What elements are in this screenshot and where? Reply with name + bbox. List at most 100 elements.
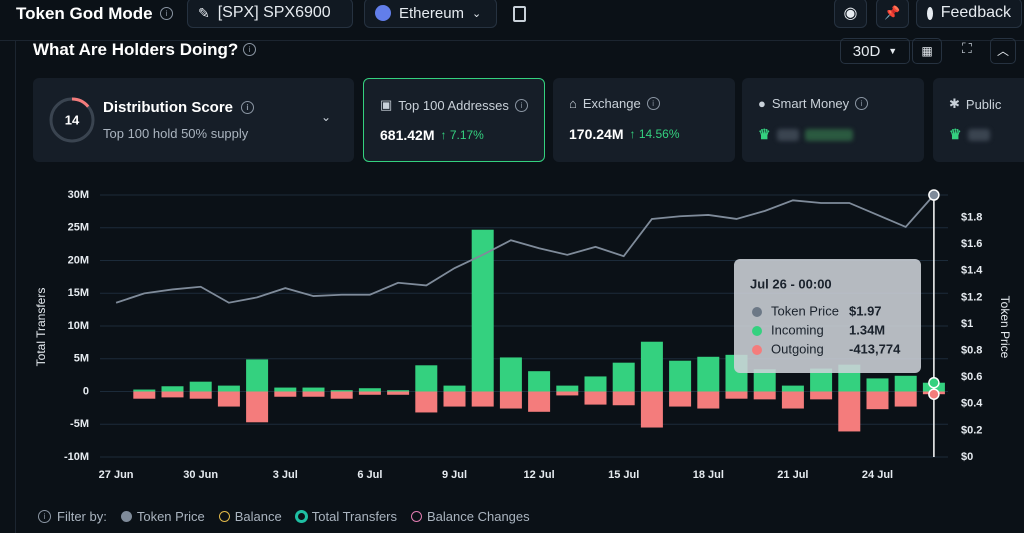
filter-item[interactable]: Token Price (120, 509, 205, 524)
card-title: Distribution Score (103, 99, 234, 116)
bar (358, 391, 381, 395)
filter-name: Token Price (136, 509, 205, 524)
bar (528, 391, 551, 412)
section-title: What Are Holders Doing? (33, 40, 239, 59)
panel-border (15, 41, 16, 533)
bar (810, 391, 833, 400)
expand-button[interactable]: ⛶ (962, 40, 972, 56)
tooltip-dot (752, 345, 762, 355)
bar (387, 391, 410, 395)
bar (246, 359, 269, 392)
bar (443, 391, 466, 407)
y-tick-label: 10M (68, 320, 89, 332)
bar (471, 229, 494, 392)
info-icon[interactable]: i (160, 7, 173, 20)
x-tick-label: 3 Jul (273, 469, 298, 481)
x-tick-label: 24 Jul (862, 469, 893, 481)
info-icon[interactable]: i (241, 101, 255, 114)
expand-chevron[interactable]: ⌄ (321, 110, 332, 124)
score-value: 14 (65, 112, 80, 127)
info-icon[interactable]: i (243, 43, 256, 56)
top100-card[interactable]: ▣ Top 100 Addresses i 681.42M ↑ 7.17% (363, 78, 545, 162)
bar (612, 362, 635, 392)
bar (866, 378, 889, 392)
filter-item[interactable]: Balance Changes (411, 509, 530, 524)
score-ring: 14 (49, 97, 95, 143)
tooltip-name: Token Price (771, 303, 839, 318)
y2-tick-label: $0.2 (961, 424, 982, 436)
info-icon[interactable]: i (646, 97, 660, 110)
bar (133, 391, 156, 399)
bar (669, 360, 692, 392)
filter-item[interactable]: Total Transfers (295, 509, 398, 524)
card-change: 14.56% (638, 127, 680, 141)
info-icon[interactable]: i (855, 97, 869, 110)
bar (274, 391, 297, 397)
bar (612, 391, 635, 406)
bar (697, 356, 720, 392)
card-value: 681.42M (380, 127, 435, 143)
bar (471, 391, 494, 407)
bar (274, 387, 297, 392)
chain-button[interactable]: Ethereum ⌄ (364, 0, 497, 28)
feedback-button[interactable]: Feedback (916, 0, 1022, 28)
info-icon[interactable]: i (38, 510, 51, 523)
y-tick-label: 5M (74, 353, 89, 365)
y2-axis-title: Token Price (998, 296, 1012, 359)
tooltip-dot (752, 326, 762, 336)
cursor-point (928, 376, 940, 389)
token-name: [SPX] SPX6900 (217, 4, 331, 21)
bar (556, 385, 579, 392)
public-card[interactable]: ✱ Public ♛ (933, 78, 1024, 162)
y2-tick-label: $1 (961, 318, 973, 330)
bar (894, 391, 917, 407)
period-select[interactable]: 30D ▼ (840, 38, 910, 64)
y-axis-title: Total Transfers (34, 288, 48, 367)
calendar-button[interactable]: ▦ (912, 38, 942, 64)
app-title: Token God Mode (16, 4, 153, 23)
distribution-card[interactable]: 14 Distribution Score i Top 100 hold 50% … (33, 78, 354, 162)
bar (753, 391, 776, 400)
x-tick-label: 15 Jul (608, 469, 639, 481)
bar (161, 391, 184, 398)
info-icon[interactable]: i (514, 98, 528, 112)
copy-icon[interactable] (513, 6, 526, 22)
bar (443, 385, 466, 392)
tooltip-name: Incoming (771, 322, 824, 337)
y-tick-label: -10M (64, 451, 89, 463)
bar (330, 390, 353, 392)
bar (528, 371, 551, 392)
score-arc (71, 97, 90, 108)
filter-name: Total Transfers (311, 509, 398, 524)
blurred-change (804, 128, 853, 141)
filter-item[interactable]: Balance (218, 509, 282, 524)
card-title: Top 100 Addresses (398, 97, 509, 113)
x-tick-label: 30 Jun (183, 469, 218, 481)
smart-money-card[interactable]: ● Smart Money i ♛ (742, 78, 924, 162)
bar (725, 391, 748, 399)
bar (415, 365, 438, 392)
y2-tick-label: $0.8 (961, 345, 982, 357)
bar (640, 341, 663, 392)
card-value: 170.24M (569, 126, 624, 142)
watch-button[interactable]: ◉ (834, 0, 867, 28)
bar (499, 357, 522, 392)
tooltip-dot (752, 307, 762, 317)
card-title: Exchange (582, 96, 641, 111)
bar (866, 391, 889, 410)
tooltip-name: Outgoing (771, 341, 824, 356)
bar (217, 385, 240, 392)
bar (669, 391, 692, 407)
pin-button[interactable]: 📌 (876, 0, 909, 28)
exchange-card[interactable]: ⌂ Exchange i 170.24M ↑ 14.56% (553, 78, 735, 162)
y2-tick-label: $1.2 (961, 291, 982, 303)
token-button[interactable]: ✎ [SPX] SPX6900 (187, 0, 353, 28)
tooltip-box (734, 259, 921, 373)
y-tick-label: 20M (68, 254, 89, 266)
bar (584, 376, 607, 392)
collapse-button[interactable]: ︿ (990, 38, 1016, 64)
y-tick-label: 0 (83, 385, 89, 397)
tooltip: Jul 26 - 00:00 Token Price $1.97 Incoming 1.… (734, 259, 921, 373)
